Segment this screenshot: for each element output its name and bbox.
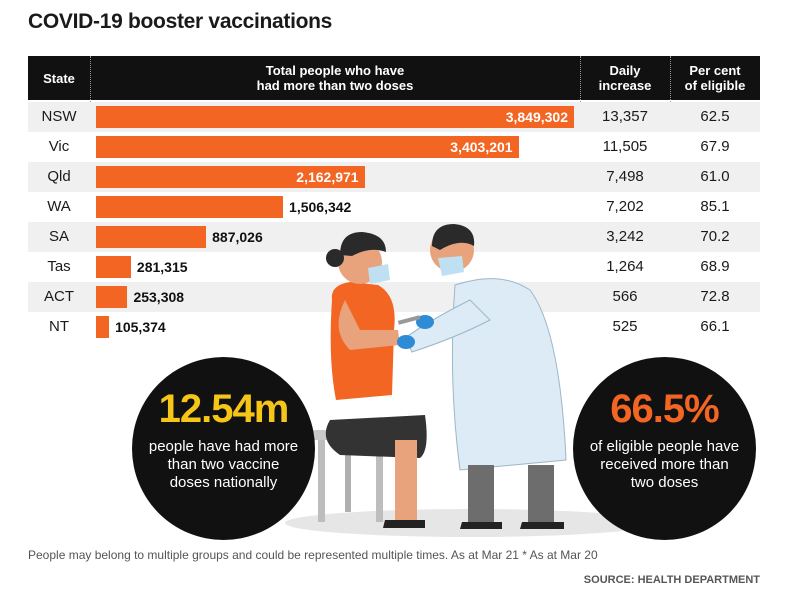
percent-eligible-value: 61.0 bbox=[700, 168, 730, 185]
bar bbox=[96, 196, 284, 218]
chart-title: COVID-19 booster vaccinations bbox=[28, 10, 333, 33]
doctor-coat bbox=[451, 278, 567, 471]
bar bbox=[96, 166, 365, 188]
stool-leg bbox=[318, 440, 325, 522]
stool-leg bbox=[345, 440, 351, 512]
source: SOURCE: HEALTH DEPARTMENT bbox=[583, 574, 760, 586]
percent-description: of eligible people have received more th… bbox=[589, 438, 740, 491]
patient-shoe bbox=[383, 520, 425, 528]
percent-eligible-value: 70.2 bbox=[700, 228, 730, 245]
daily-increase-value: 11,505 bbox=[602, 138, 648, 155]
daily-increase-value: 566 bbox=[612, 288, 638, 305]
total-callout: 12.54m people have had more than two vac… bbox=[132, 357, 315, 540]
bar-value-label: 3,403,201 bbox=[450, 139, 513, 155]
header-total: Total people who have had more than two … bbox=[256, 63, 414, 93]
bar bbox=[96, 256, 131, 278]
percent-value: 66.5% bbox=[610, 387, 719, 431]
state-label: Vic bbox=[48, 138, 70, 155]
total-description: people have had more than two vaccine do… bbox=[148, 438, 299, 491]
doctor-leg bbox=[468, 465, 494, 523]
bar bbox=[96, 136, 519, 158]
bar-value-label: 2,162,971 bbox=[296, 169, 359, 185]
daily-increase-value: 7,202 bbox=[606, 198, 644, 215]
doctor-arm bbox=[404, 299, 491, 353]
bar-value-label: 281,315 bbox=[136, 259, 188, 275]
bar bbox=[96, 226, 207, 248]
doctor-glove bbox=[397, 335, 415, 349]
state-label: Qld bbox=[47, 168, 71, 185]
bar-value-label: 1,506,342 bbox=[289, 199, 352, 215]
header-daily: Daily increase bbox=[598, 63, 652, 93]
doctor-shoe bbox=[460, 522, 502, 529]
percent-eligible-value: 85.1 bbox=[700, 198, 730, 215]
doctor-shoe bbox=[520, 522, 564, 529]
bar-value-label: 887,026 bbox=[212, 229, 263, 245]
header-state: State bbox=[43, 70, 75, 86]
daily-increase-value: 525 bbox=[612, 318, 638, 335]
patient-hair bbox=[340, 232, 386, 256]
bar bbox=[96, 286, 128, 308]
percent-eligible-value: 72.8 bbox=[700, 288, 730, 305]
percent-eligible-value: 68.9 bbox=[700, 258, 730, 275]
bar bbox=[96, 106, 574, 128]
header-percent: Per cent of eligible bbox=[684, 63, 746, 93]
percent-eligible-value: 66.1 bbox=[700, 318, 730, 335]
state-label: WA bbox=[47, 198, 71, 215]
state-label: NT bbox=[49, 318, 69, 335]
table-row bbox=[28, 282, 760, 312]
percent-eligible-value: 67.9 bbox=[700, 138, 730, 155]
daily-increase-value: 13,357 bbox=[602, 108, 648, 125]
patient-hair-bun bbox=[326, 249, 344, 267]
bar bbox=[96, 316, 110, 338]
doctor-hair bbox=[432, 224, 475, 250]
daily-increase-value: 1,264 bbox=[606, 258, 644, 275]
doctor-leg bbox=[528, 465, 554, 523]
bar-value-label: 3,849,302 bbox=[505, 109, 568, 125]
stool-leg bbox=[376, 440, 383, 522]
footnote: People may belong to multiple groups and… bbox=[28, 548, 598, 562]
patient-arm bbox=[338, 300, 400, 350]
doctor-mask bbox=[438, 256, 464, 276]
daily-increase-value: 7,498 bbox=[606, 168, 644, 185]
state-label: ACT bbox=[44, 288, 74, 305]
state-label: Tas bbox=[47, 258, 71, 275]
table-header: State Total people who have had more tha… bbox=[28, 56, 760, 100]
state-label: SA bbox=[48, 228, 69, 245]
patient-leg bbox=[395, 440, 417, 522]
bar-value-label: 105,374 bbox=[115, 319, 166, 335]
total-value: 12.54m bbox=[158, 387, 290, 431]
syringe bbox=[397, 315, 421, 325]
percent-eligible-value: 62.5 bbox=[700, 108, 730, 125]
bar-value-label: 253,308 bbox=[133, 289, 185, 305]
daily-increase-value: 3,242 bbox=[606, 228, 644, 245]
doctor-glove bbox=[416, 315, 434, 329]
table-row bbox=[28, 252, 760, 282]
state-label: NSW bbox=[41, 108, 77, 125]
percent-callout: 66.5% of eligible people have received m… bbox=[573, 357, 756, 540]
patient-mask bbox=[368, 264, 390, 284]
